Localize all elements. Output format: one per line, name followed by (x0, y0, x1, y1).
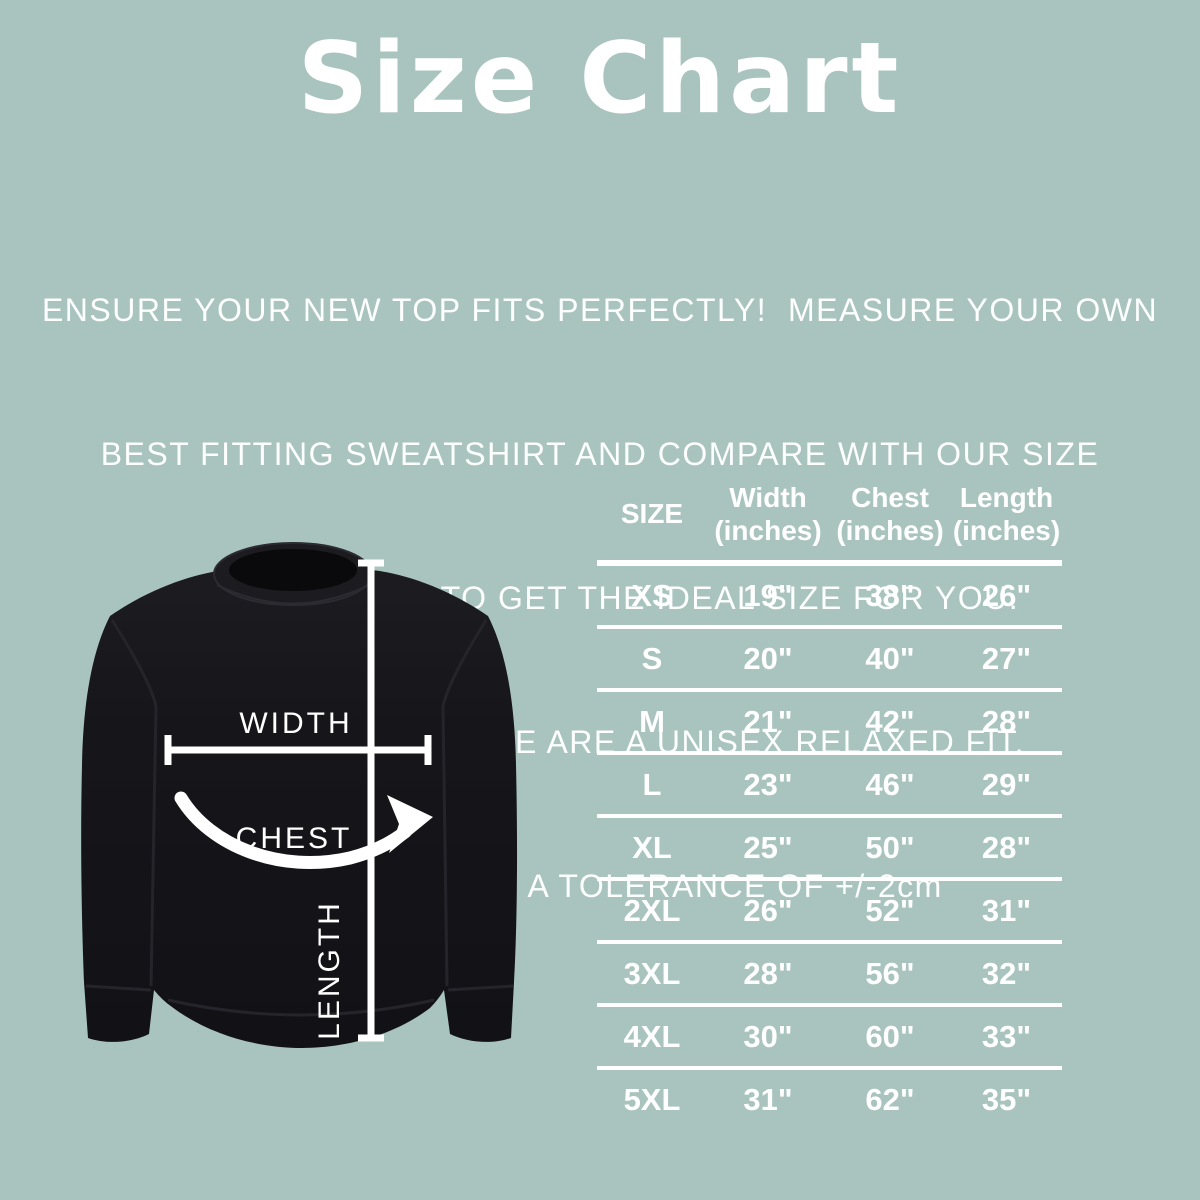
cell-length: 31" (981, 892, 1032, 928)
cell-width: 23" (743, 766, 793, 802)
header-divider (597, 560, 1062, 566)
cell-size: XL (632, 829, 672, 865)
header-cell-chest: Chest (inches) (836, 481, 944, 546)
chest-label: CHEST (236, 822, 353, 855)
cell-size: 4XL (623, 1018, 681, 1054)
row-divider (597, 751, 1062, 755)
cell-length: 29" (981, 766, 1032, 802)
table-row-3xl: 3XL 28" 56" 32" (597, 944, 1062, 1003)
row-divider (597, 1003, 1062, 1007)
cell-length: 27" (981, 640, 1032, 676)
collar-neck-opening (229, 549, 357, 591)
left-sleeve-seam (110, 619, 158, 987)
row-divider (597, 877, 1062, 881)
row-divider (597, 814, 1062, 818)
cell-width: 31" (743, 1081, 793, 1117)
cell-size: 2XL (623, 892, 681, 928)
cell-chest: 56" (865, 955, 915, 991)
cell-chest: 38" (865, 577, 915, 613)
cell-length: 33" (981, 1018, 1032, 1054)
row-divider (597, 688, 1062, 692)
header-cell-size: SIZE (620, 498, 684, 529)
sweatshirt-body (81, 562, 518, 1048)
cell-width: 28" (743, 955, 793, 991)
size-table-header-row: SIZE Width (inches) Chest (inches) Lengt… (597, 467, 1062, 560)
cell-chest: 42" (865, 703, 915, 739)
table-row-2xl: 2XL 26" 52" 31" (597, 881, 1062, 940)
width-label: WIDTH (239, 707, 352, 740)
width-line (168, 746, 428, 754)
table-row-xs: XS 19" 38" 26" (597, 566, 1062, 625)
cell-width: 30" (743, 1018, 793, 1054)
sweatshirt-measurement-diagram: WIDTH LENGTH CHEST (81, 542, 518, 1048)
row-divider (597, 940, 1062, 944)
width-line-left-tick (164, 735, 172, 765)
header-cell-length: Length (inches) (952, 481, 1061, 546)
chest-arrow (174, 791, 412, 870)
hem-seam (167, 998, 435, 1017)
cell-chest: 60" (865, 1018, 915, 1054)
cell-chest: 40" (865, 640, 915, 676)
cell-size: L (642, 766, 662, 802)
cell-width: 25" (743, 829, 793, 865)
cell-size: M (639, 703, 665, 739)
collar-bottom-seam (216, 584, 370, 605)
row-divider (597, 625, 1062, 629)
intro-line: ENSURE YOUR NEW TOP FITS PERFECTLY! MEAS… (41, 292, 1159, 328)
table-row-xl: XL 25" 50" 28" (597, 818, 1062, 877)
length-line (367, 563, 375, 1038)
intro-line: BEST FITTING SWEATSHIRT AND COMPARE WITH… (100, 436, 1100, 472)
cell-length: 26" (981, 577, 1032, 613)
page-title: Size Chart (297, 22, 903, 136)
left-cuff-seam (85, 984, 152, 992)
table-row-m: M 21" 42" 28" (597, 692, 1062, 751)
cell-length: 32" (981, 955, 1032, 991)
length-label: LENGTH (313, 900, 346, 1040)
cell-length: 28" (981, 829, 1032, 865)
right-sleeve-seam (441, 619, 488, 987)
row-divider (597, 1066, 1062, 1070)
cell-chest: 46" (865, 766, 915, 802)
size-table: SIZE Width (inches) Chest (inches) Lengt… (597, 467, 1062, 1129)
length-line-bottom-tick (358, 1034, 384, 1042)
table-row-4xl: 4XL 30" 60" 33" (597, 1007, 1062, 1066)
cell-chest: 52" (865, 892, 915, 928)
length-line-top-tick (358, 559, 384, 567)
cell-size: 5XL (623, 1081, 681, 1117)
width-line-right-tick (424, 735, 432, 765)
cell-size: 3XL (623, 955, 681, 991)
cell-width: 19" (743, 577, 793, 613)
cell-width: 26" (743, 892, 793, 928)
cell-width: 20" (743, 640, 793, 676)
table-row-l: L 23" 46" 29" (597, 755, 1062, 814)
header-cell-width: Width (inches) (714, 481, 822, 546)
table-row-5xl: 5XL 31" 62" 35" (597, 1070, 1062, 1129)
chest-arrowhead (387, 795, 433, 853)
cell-length: 35" (981, 1081, 1032, 1117)
cell-chest: 62" (865, 1081, 915, 1117)
right-cuff-seam (447, 984, 514, 992)
cell-length: 28" (981, 703, 1032, 739)
cell-size: XS (631, 577, 673, 613)
cell-chest: 50" (865, 829, 915, 865)
table-row-s: S 20" 40" 27" (597, 629, 1062, 688)
cell-size: S (641, 640, 663, 676)
cell-width: 21" (743, 703, 793, 739)
